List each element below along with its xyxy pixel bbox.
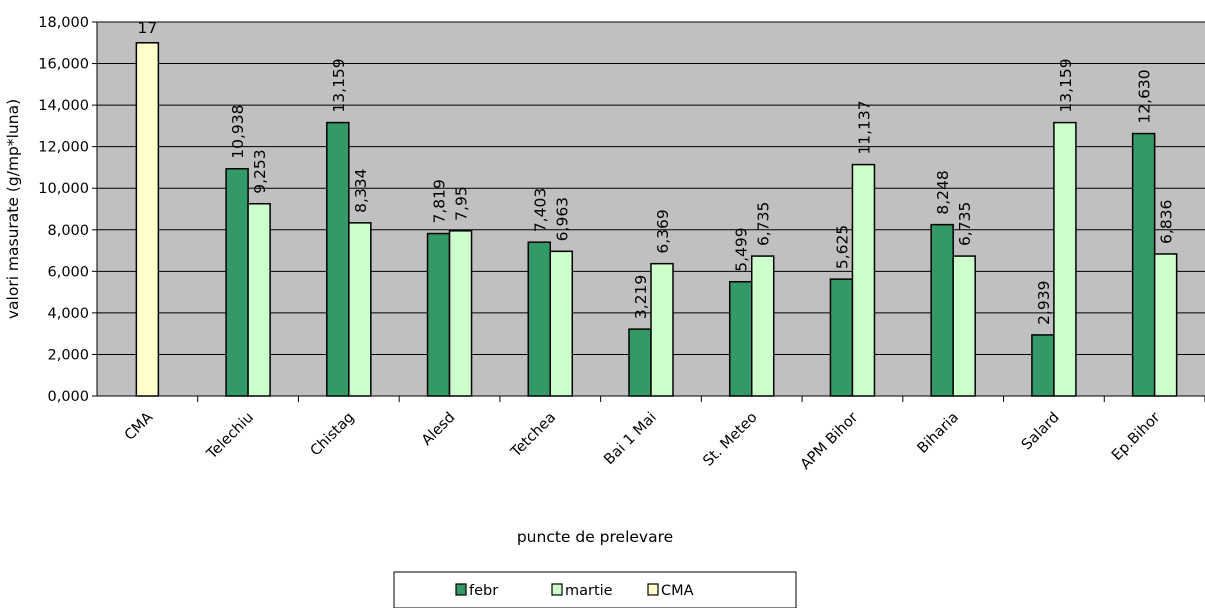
bar-martie bbox=[348, 222, 372, 397]
bar-febr bbox=[527, 241, 552, 397]
bar-martie bbox=[448, 230, 473, 397]
data-label: 7,95 bbox=[453, 186, 471, 221]
data-label: 6,369 bbox=[654, 209, 672, 253]
data-label: 6,836 bbox=[1158, 200, 1176, 244]
data-label: 2,939 bbox=[1035, 281, 1053, 325]
bar-martie bbox=[650, 262, 674, 397]
data-label: 9,253 bbox=[251, 149, 269, 193]
legend-swatch-martie bbox=[551, 583, 563, 596]
x-tick-label: CMA bbox=[122, 409, 156, 443]
bar-febr bbox=[628, 328, 652, 397]
bar-febr bbox=[225, 167, 249, 397]
legend-label-febr: febr bbox=[469, 583, 498, 599]
x-tick-label: Tetchea bbox=[508, 410, 560, 462]
data-label: 10,938 bbox=[229, 104, 247, 158]
legend: febr martie CMA bbox=[393, 571, 797, 608]
legend-swatch-febr bbox=[455, 583, 467, 596]
y-tick-label: 18,000 bbox=[38, 15, 89, 31]
data-label: 17 bbox=[137, 19, 157, 37]
y-axis-title: valori masurate (g/mp*luna) bbox=[4, 99, 22, 319]
data-label: 6,735 bbox=[755, 202, 773, 246]
bar-martie bbox=[549, 250, 574, 397]
bar-martie bbox=[851, 163, 876, 397]
legend-label-martie: martie bbox=[565, 583, 613, 599]
x-tick-label: APM Bihor bbox=[798, 409, 862, 473]
x-tick-label: Biharia bbox=[915, 410, 962, 457]
y-tick-label: 8,000 bbox=[47, 223, 89, 239]
y-tick-label: 0,000 bbox=[47, 389, 89, 405]
data-label: 12,630 bbox=[1136, 69, 1154, 123]
bar-febr bbox=[829, 278, 854, 397]
x-tick-label: Chistag bbox=[308, 410, 358, 460]
data-label: 6,735 bbox=[956, 202, 974, 246]
legend-swatch-CMA bbox=[647, 583, 659, 596]
data-label: 7,819 bbox=[431, 179, 449, 223]
bar-febr bbox=[728, 280, 753, 397]
data-label: 3,219 bbox=[632, 275, 650, 319]
data-label: 13,159 bbox=[1057, 58, 1075, 112]
bar-febr bbox=[1131, 132, 1156, 397]
x-tick-label: Ep.Bihor bbox=[1109, 409, 1163, 463]
x-tick-label: Bai 1 Mai bbox=[601, 410, 660, 469]
data-label: 6,963 bbox=[553, 197, 571, 241]
y-tick-label: 10,000 bbox=[38, 181, 89, 197]
data-label: 5,499 bbox=[733, 227, 751, 271]
y-tick-label: 14,000 bbox=[38, 98, 89, 114]
bar-febr bbox=[326, 121, 350, 397]
bar-febr bbox=[930, 223, 954, 397]
bar-martie bbox=[750, 255, 775, 397]
data-label: 13,159 bbox=[330, 58, 348, 112]
y-tick-label: 16,000 bbox=[38, 57, 89, 73]
y-tick-label: 6,000 bbox=[47, 264, 89, 280]
x-tick-label: Alesd bbox=[419, 410, 458, 449]
bar-CMA bbox=[135, 42, 160, 397]
y-tick-label: 2,000 bbox=[47, 347, 89, 363]
data-label: 11,137 bbox=[855, 100, 873, 154]
data-label: 8,334 bbox=[352, 168, 370, 212]
x-tick-label: Telechiu bbox=[203, 410, 256, 463]
x-axis-title: puncte de prelevare bbox=[517, 528, 673, 546]
data-label: 7,403 bbox=[531, 188, 549, 232]
y-tick-label: 12,000 bbox=[38, 140, 89, 156]
x-tick-label: Salard bbox=[1019, 410, 1063, 454]
bars bbox=[135, 42, 1178, 397]
y-tick-label: 4,000 bbox=[47, 306, 89, 322]
y-axis-ticks: 0,000 2,000 4,000 6,000 8,000 10,000 12,000 14,… bbox=[38, 15, 97, 405]
legend-label-CMA: CMA bbox=[661, 583, 694, 599]
x-axis-ticks: CMA Telechiu Chistag Alesd Tetchea Bai 1 Mai S… bbox=[122, 396, 1205, 473]
bar-martie bbox=[1053, 121, 1077, 397]
bar-martie bbox=[247, 202, 271, 397]
bar-martie bbox=[952, 255, 976, 397]
bar-febr bbox=[426, 232, 451, 397]
x-tick-label: St. Meteo bbox=[700, 409, 760, 469]
data-label: 8,248 bbox=[934, 170, 952, 214]
bar-martie bbox=[1153, 253, 1178, 397]
bar-febr bbox=[1031, 334, 1055, 397]
data-label: 5,625 bbox=[833, 225, 851, 269]
